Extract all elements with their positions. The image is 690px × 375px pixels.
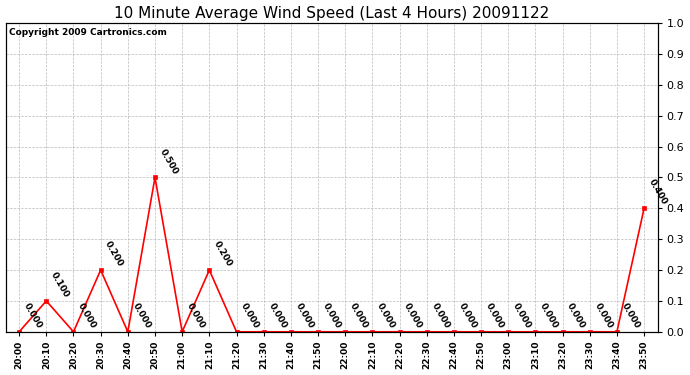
Text: 0.000: 0.000 xyxy=(76,302,98,330)
Text: 0.000: 0.000 xyxy=(348,302,370,330)
Text: 0.000: 0.000 xyxy=(185,302,206,330)
Text: 0.000: 0.000 xyxy=(565,302,587,330)
Text: 0.000: 0.000 xyxy=(593,302,614,330)
Text: 0.000: 0.000 xyxy=(239,302,261,330)
Text: 0.000: 0.000 xyxy=(457,302,478,330)
Text: 0.400: 0.400 xyxy=(647,178,669,207)
Text: 0.200: 0.200 xyxy=(104,240,125,268)
Text: 0.000: 0.000 xyxy=(402,302,424,330)
Text: Copyright 2009 Cartronics.com: Copyright 2009 Cartronics.com xyxy=(9,28,167,37)
Title: 10 Minute Average Wind Speed (Last 4 Hours) 20091122: 10 Minute Average Wind Speed (Last 4 Hou… xyxy=(114,6,549,21)
Text: 0.000: 0.000 xyxy=(266,302,288,330)
Text: 0.000: 0.000 xyxy=(484,302,506,330)
Text: 0.000: 0.000 xyxy=(293,302,315,330)
Text: 0.000: 0.000 xyxy=(429,302,451,330)
Text: 0.000: 0.000 xyxy=(22,302,43,330)
Text: 0.000: 0.000 xyxy=(321,302,342,330)
Text: 0.000: 0.000 xyxy=(130,302,152,330)
Text: 0.200: 0.200 xyxy=(212,240,234,268)
Text: 0.000: 0.000 xyxy=(375,302,397,330)
Text: 0.500: 0.500 xyxy=(158,147,179,176)
Text: 0.000: 0.000 xyxy=(511,302,533,330)
Text: 0.000: 0.000 xyxy=(620,302,642,330)
Text: 0.000: 0.000 xyxy=(538,302,560,330)
Text: 0.100: 0.100 xyxy=(49,271,71,299)
